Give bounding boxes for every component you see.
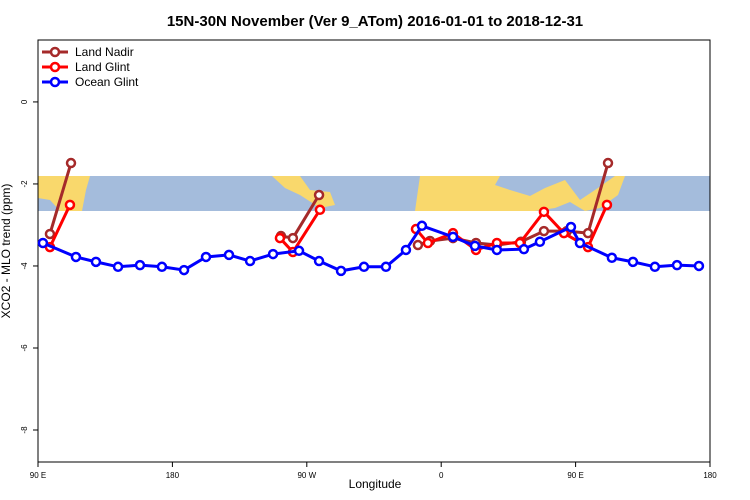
data-point	[606, 252, 618, 264]
data-point	[358, 261, 370, 273]
data-point	[574, 237, 586, 249]
y-tick-label: -2	[20, 180, 29, 188]
data-point	[400, 244, 412, 256]
x-tick-label: 90 E	[30, 471, 46, 480]
data-point	[649, 261, 661, 273]
x-tick-label: 0	[439, 471, 444, 480]
y-axis-label: XCO2 - MLO trend (ppm)	[0, 184, 13, 319]
data-point	[627, 256, 639, 268]
data-point	[601, 199, 613, 211]
legend-marker	[49, 61, 61, 73]
data-point	[335, 265, 347, 277]
land	[415, 176, 625, 211]
chart-title: 15N-30N November (Ver 9_ATom) 2016-01-01…	[167, 13, 583, 30]
x-tick-label: 180	[166, 471, 180, 480]
data-point	[244, 255, 256, 267]
legend-label: Land Glint	[75, 60, 130, 74]
x-axis-label: Longitude	[349, 477, 402, 491]
data-point	[65, 157, 77, 169]
data-point	[293, 245, 305, 257]
legend-label: Ocean Glint	[75, 75, 139, 89]
data-point	[380, 261, 392, 273]
data-point	[178, 264, 190, 276]
data-point	[223, 249, 235, 261]
legend-marker	[49, 46, 61, 58]
data-point	[70, 251, 82, 263]
data-point	[90, 256, 102, 268]
data-point	[491, 244, 503, 256]
y-tick-label: -4	[20, 262, 29, 270]
y-tick-label: -6	[20, 344, 29, 352]
data-point	[416, 220, 428, 232]
data-point	[112, 261, 124, 273]
data-point	[693, 260, 705, 272]
y-tick-label: -8	[20, 426, 29, 434]
data-point	[422, 237, 434, 249]
data-point	[274, 232, 286, 244]
data-point	[267, 248, 279, 260]
data-point	[134, 259, 146, 271]
data-point	[582, 227, 594, 239]
data-point	[412, 239, 424, 251]
land	[38, 176, 90, 211]
data-point	[287, 232, 299, 244]
data-point	[565, 221, 577, 233]
data-point	[671, 259, 683, 271]
data-point	[156, 261, 168, 273]
x-tick-label: 90 E	[567, 471, 583, 480]
data-point	[314, 204, 326, 216]
data-point	[518, 243, 530, 255]
data-point	[44, 228, 56, 240]
data-point	[538, 225, 550, 237]
plot-frame	[37, 39, 711, 463]
x-tick-label: 90 W	[297, 471, 316, 480]
y-tick-label: 0	[20, 99, 29, 104]
data-point	[64, 199, 76, 211]
data-point	[538, 206, 550, 218]
data-point	[313, 189, 325, 201]
data-point	[37, 237, 49, 249]
data-point	[469, 240, 481, 252]
x-tick-label: 180	[703, 471, 717, 480]
data-point	[447, 231, 459, 243]
legend-label: Land Nadir	[75, 45, 134, 59]
data-point	[313, 255, 325, 267]
data-point	[602, 157, 614, 169]
data-point	[200, 251, 212, 263]
legend-marker	[49, 76, 61, 88]
data-point	[534, 236, 546, 248]
